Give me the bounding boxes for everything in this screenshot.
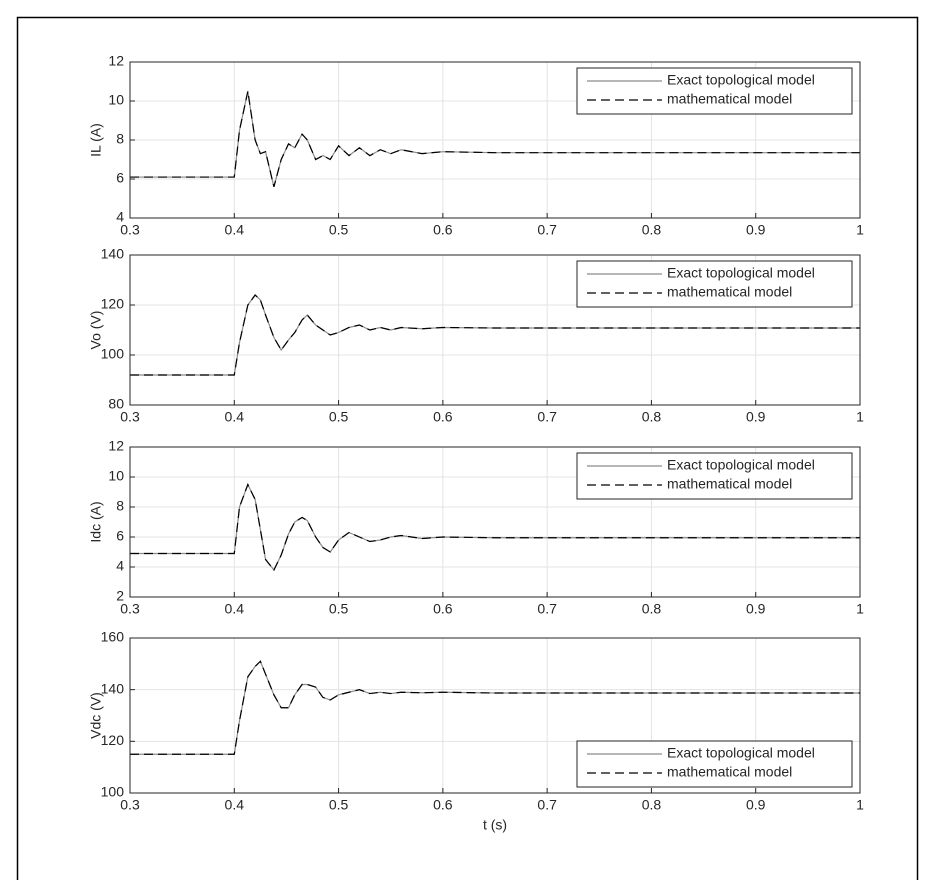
legend: Exact topological model mathematical mode… <box>576 67 853 115</box>
y-axis-label: Idc (A) <box>88 501 104 542</box>
x-tick-label: 0.5 <box>329 222 349 238</box>
x-tick-label: 0.8 <box>642 601 662 617</box>
legend-label: mathematical model <box>667 284 792 300</box>
x-tick-label: 0.4 <box>225 797 245 813</box>
x-tick-label: 1 <box>856 601 864 617</box>
legend-label: Exact topological model <box>667 457 815 473</box>
x-tick-label: 0.8 <box>642 797 662 813</box>
legend: Exact topological model mathematical mode… <box>576 740 853 788</box>
legend-label: mathematical model <box>667 476 792 492</box>
y-tick-label: 6 <box>116 170 124 186</box>
legend: Exact topological model mathematical mode… <box>576 452 853 500</box>
x-tick-label: 0.7 <box>537 797 557 813</box>
legend-box <box>576 740 853 788</box>
x-tick-label: 0.7 <box>537 409 557 425</box>
x-tick-label: 0.7 <box>537 601 557 617</box>
x-tick-label: 0.8 <box>642 222 662 238</box>
y-tick-label: 160 <box>101 629 125 645</box>
x-tick-label: 0.3 <box>120 222 140 238</box>
x-tick-label: 0.3 <box>120 797 140 813</box>
x-tick-label: 0.8 <box>642 409 662 425</box>
x-tick-label: 0.9 <box>746 601 766 617</box>
y-tick-label: 80 <box>108 396 124 412</box>
x-tick-label: 0.7 <box>537 222 557 238</box>
series-line <box>130 294 860 376</box>
x-tick-label: 1 <box>856 222 864 238</box>
series-line <box>130 660 860 755</box>
legend-box <box>576 452 853 500</box>
series-line <box>130 91 860 187</box>
y-tick-label: 140 <box>101 680 125 696</box>
y-axis-label: IL (A) <box>88 123 104 157</box>
axes-box <box>129 446 861 598</box>
y-tick-label: 12 <box>108 438 124 454</box>
y-tick-label: 100 <box>101 784 125 800</box>
axes-box <box>129 61 861 219</box>
y-tick-label: 140 <box>101 246 125 262</box>
x-tick-label: 0.9 <box>746 222 766 238</box>
x-tick-label: 0.3 <box>120 601 140 617</box>
y-tick-label: 10 <box>108 468 124 484</box>
y-axis-label: Vo (V) <box>88 311 104 350</box>
legend-label: mathematical model <box>667 91 792 107</box>
y-tick-label: 100 <box>101 346 125 362</box>
x-tick-label: 0.5 <box>329 409 349 425</box>
x-tick-label: 0.4 <box>225 409 245 425</box>
series-line <box>130 660 860 755</box>
x-tick-label: 0.6 <box>433 409 453 425</box>
x-axis-label: t (s) <box>483 817 507 833</box>
y-tick-label: 10 <box>108 92 124 108</box>
y-tick-label: 4 <box>116 209 124 225</box>
legend-box <box>576 67 853 115</box>
x-tick-label: 0.9 <box>746 797 766 813</box>
series-line <box>130 482 860 572</box>
y-tick-label: 6 <box>116 528 124 544</box>
y-tick-label: 120 <box>101 296 125 312</box>
legend-label: Exact topological model <box>667 72 815 88</box>
x-tick-label: 0.4 <box>225 601 245 617</box>
y-tick-label: 120 <box>101 732 125 748</box>
x-tick-label: 0.6 <box>433 797 453 813</box>
y-tick-label: 4 <box>116 558 124 574</box>
x-tick-label: 0.5 <box>329 797 349 813</box>
x-tick-label: 1 <box>856 409 864 425</box>
legend: Exact topological model mathematical mode… <box>576 260 853 308</box>
x-tick-label: 1 <box>856 797 864 813</box>
x-tick-label: 0.3 <box>120 409 140 425</box>
legend-label: Exact topological model <box>667 265 815 281</box>
legend-label: Exact topological model <box>667 745 815 761</box>
legend-label: mathematical model <box>667 764 792 780</box>
y-tick-label: 12 <box>108 53 124 69</box>
y-tick-label: 8 <box>116 131 124 147</box>
x-tick-label: 0.6 <box>433 222 453 238</box>
y-axis-label: Vdc (V) <box>88 692 104 739</box>
x-tick-label: 0.5 <box>329 601 349 617</box>
axes-box <box>129 637 861 794</box>
x-tick-label: 0.9 <box>746 409 766 425</box>
x-tick-label: 0.4 <box>225 222 245 238</box>
legend-box <box>576 260 853 308</box>
y-tick-label: 2 <box>116 588 124 604</box>
y-tick-label: 8 <box>116 498 124 514</box>
x-tick-label: 0.6 <box>433 601 453 617</box>
frame <box>16 16 919 885</box>
axes-box <box>129 254 861 406</box>
